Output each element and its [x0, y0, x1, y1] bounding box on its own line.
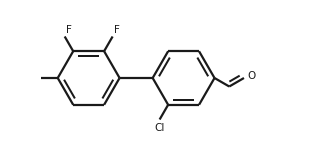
- Text: O: O: [248, 71, 256, 81]
- Text: F: F: [66, 25, 72, 35]
- Text: Cl: Cl: [154, 123, 165, 133]
- Text: F: F: [114, 25, 120, 35]
